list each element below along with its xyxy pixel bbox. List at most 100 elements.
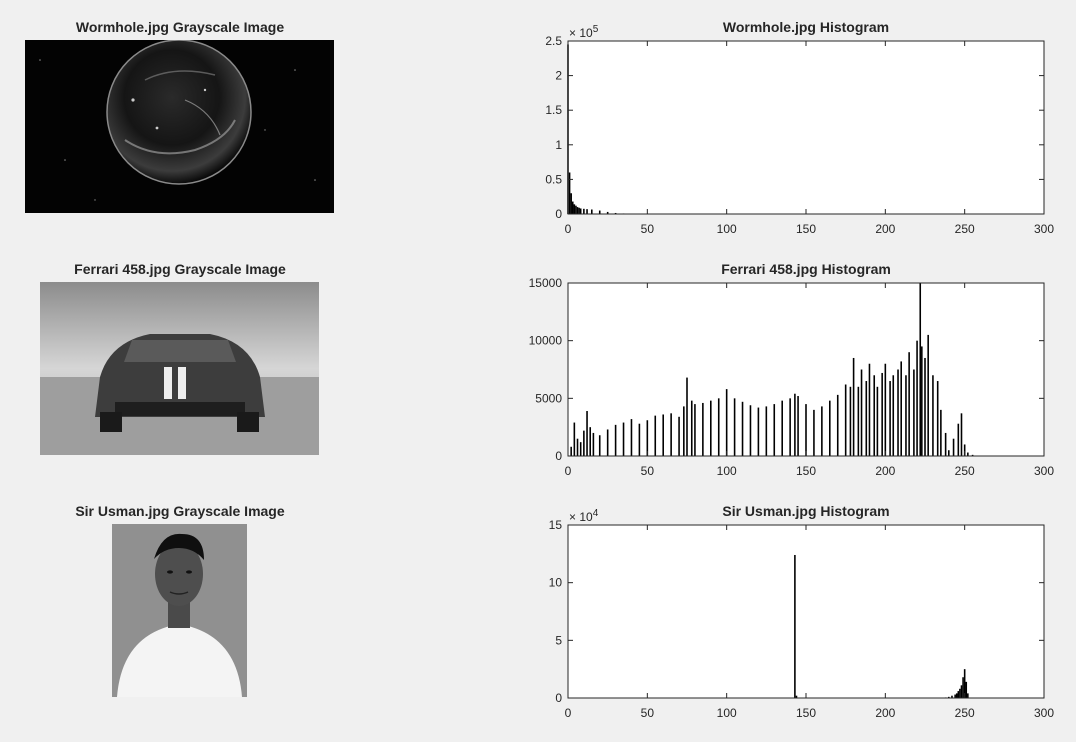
image-title-wormhole: Wormhole.jpg Grayscale Image <box>75 19 285 35</box>
x-tick-label: 250 <box>955 464 975 478</box>
image-title-ferrari: Ferrari 458.jpg Grayscale Image <box>74 261 286 277</box>
histogram-bar <box>579 208 582 214</box>
histogram-bar <box>932 375 934 456</box>
x-tick-label: 50 <box>641 706 655 720</box>
sir-usman-image <box>112 524 247 697</box>
histogram-bar <box>654 415 657 456</box>
x-tick-label: 200 <box>875 464 895 478</box>
histogram-bar <box>583 208 585 214</box>
x-tick-label: 0 <box>565 464 572 478</box>
histogram-bar <box>683 406 685 456</box>
histogram-bar <box>583 430 585 456</box>
histogram-bar <box>578 207 580 214</box>
histogram-bar <box>670 413 672 456</box>
histogram-bar <box>884 363 887 456</box>
y-tick-label: 5000 <box>535 391 562 405</box>
histogram-bar <box>576 207 579 214</box>
histogram-bar <box>829 400 831 456</box>
x-tick-label: 200 <box>875 222 895 236</box>
histogram-title: Ferrari 458.jpg Histogram <box>721 261 891 277</box>
histogram-bar <box>868 363 871 456</box>
histogram-bar <box>614 424 617 456</box>
histogram-bar <box>765 406 768 456</box>
y-tick-label: 15 <box>549 518 563 532</box>
histogram-bar <box>794 393 796 456</box>
histogram-bar <box>575 205 577 214</box>
histogram-bar <box>630 419 633 456</box>
histogram-bar <box>710 400 712 456</box>
histogram-bar <box>606 211 609 214</box>
histogram-bar <box>598 435 601 456</box>
histogram-bar <box>646 420 649 456</box>
histogram-bar <box>638 423 641 456</box>
histogram-bar <box>741 401 744 456</box>
x-tick-label: 50 <box>641 222 655 236</box>
histogram-bar <box>573 204 576 214</box>
y-exponent-label: × 104 <box>569 508 599 524</box>
histogram-bar <box>797 396 799 456</box>
y-tick-label: 15000 <box>529 276 563 290</box>
histogram-bar <box>749 405 752 456</box>
histogram-bar <box>967 452 969 456</box>
histogram-bar <box>913 369 915 456</box>
histogram-bar <box>586 209 588 214</box>
histogram-bar <box>725 389 728 456</box>
histogram-1: 0 50 100 150 200 250 300 0 5000 10000 15000 Ferrari… <box>529 261 1055 478</box>
x-tick-label: 150 <box>796 222 816 236</box>
x-tick-label: 300 <box>1034 706 1054 720</box>
histogram-bar <box>963 669 966 698</box>
histogram-title: Sir Usman.jpg Histogram <box>722 503 889 519</box>
histogram-bar <box>900 361 902 456</box>
histogram-bar <box>773 404 776 456</box>
histogram-bar <box>598 210 601 214</box>
histogram-bar <box>821 406 823 456</box>
histogram-bar <box>876 386 879 456</box>
histogram-bar <box>694 404 696 456</box>
histogram-title: Wormhole.jpg Histogram <box>723 19 889 35</box>
histogram-bar <box>924 357 926 456</box>
histogram-bar <box>586 411 588 456</box>
y-tick-label: 5 <box>555 633 562 647</box>
x-tick-label: 200 <box>875 706 895 720</box>
histogram-bar <box>849 386 852 456</box>
y-tick-label: 2.5 <box>545 34 562 48</box>
histogram-bar <box>568 172 571 214</box>
histogram-bar <box>873 375 876 456</box>
y-tick-label: 1.5 <box>545 103 562 117</box>
histogram-bar <box>794 554 796 698</box>
histogram-bar <box>955 693 958 698</box>
histogram-bar <box>965 681 968 698</box>
histogram-bar <box>936 381 939 456</box>
y-tick-label: 0.5 <box>545 172 562 186</box>
x-tick-label: 0 <box>565 706 572 720</box>
y-tick-label: 10000 <box>529 334 563 348</box>
histogram-bar <box>919 283 922 456</box>
x-tick-label: 300 <box>1034 222 1054 236</box>
histogram-bar <box>805 404 807 456</box>
histogram-bar <box>921 346 923 456</box>
wormhole-image <box>25 40 334 213</box>
histogram-bar <box>592 432 595 456</box>
y-exponent-label: × 105 <box>569 24 599 40</box>
histogram-bar <box>781 400 783 456</box>
histogram-bar <box>733 398 736 456</box>
histogram-bar <box>852 357 855 456</box>
histogram-bar <box>614 212 617 214</box>
histogram-bar <box>686 377 688 456</box>
histogram-bar <box>960 685 963 698</box>
x-tick-label: 250 <box>955 706 975 720</box>
histogram-bar <box>678 416 680 456</box>
y-tick-label: 10 <box>549 576 563 590</box>
histogram-bar <box>757 407 760 456</box>
histogram-bar <box>960 413 963 456</box>
histogram-bar <box>940 409 942 456</box>
histogram-bar <box>622 422 625 456</box>
x-tick-label: 100 <box>717 222 737 236</box>
histogram-bar <box>570 193 572 214</box>
histogram-bar <box>959 688 961 698</box>
x-tick-label: 250 <box>955 222 975 236</box>
histogram-bar <box>690 400 693 456</box>
histogram-bar <box>606 429 609 456</box>
x-tick-label: 50 <box>641 464 655 478</box>
